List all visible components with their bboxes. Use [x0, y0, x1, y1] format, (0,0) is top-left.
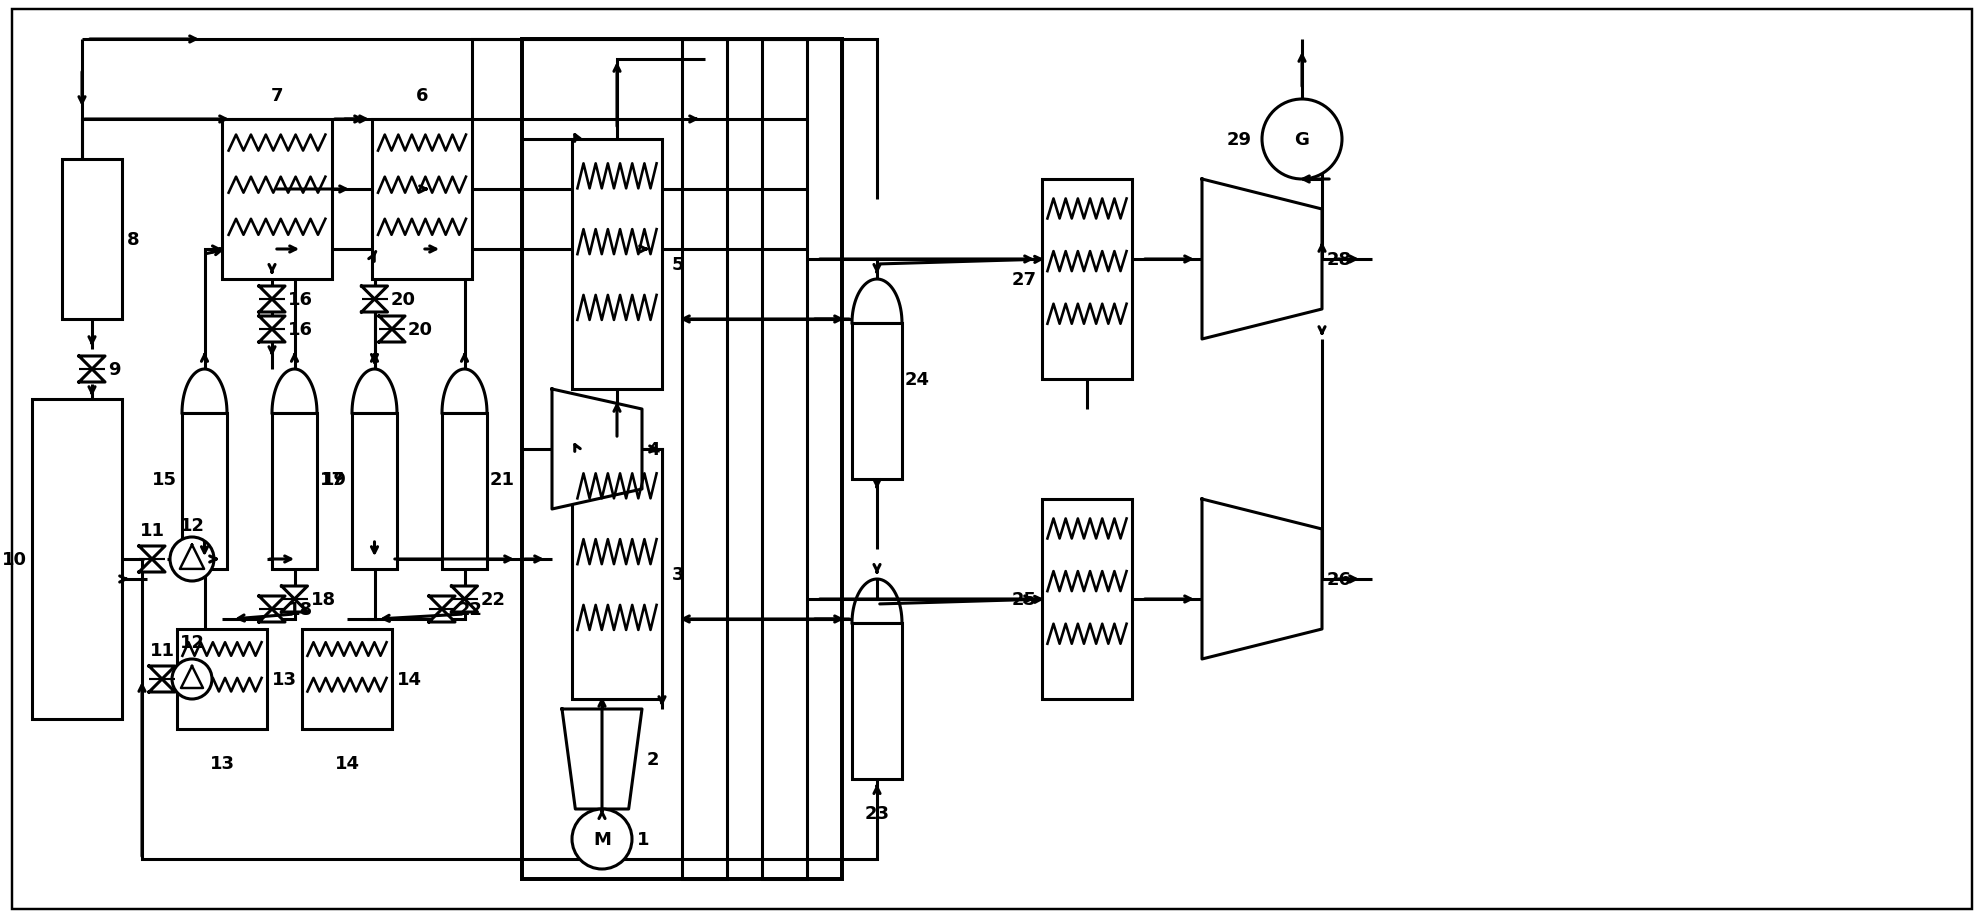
- Bar: [522, 40, 841, 879]
- Bar: [571, 140, 663, 390]
- Bar: [222, 119, 331, 279]
- Text: 20: 20: [409, 321, 433, 338]
- Polygon shape: [452, 586, 478, 599]
- Circle shape: [171, 538, 214, 582]
- Polygon shape: [139, 547, 165, 560]
- Polygon shape: [429, 596, 454, 609]
- Text: 12: 12: [179, 633, 204, 652]
- Text: 8: 8: [127, 231, 139, 249]
- Text: 27: 27: [1012, 271, 1038, 289]
- Polygon shape: [282, 586, 308, 599]
- Text: 21: 21: [490, 471, 516, 489]
- Polygon shape: [1202, 180, 1321, 340]
- Bar: [762, 40, 807, 879]
- Circle shape: [1262, 100, 1341, 180]
- Bar: [1042, 499, 1133, 699]
- Text: 22: 22: [458, 600, 482, 618]
- Text: 3: 3: [673, 565, 684, 584]
- Bar: [851, 623, 903, 779]
- Polygon shape: [361, 287, 387, 300]
- Bar: [177, 630, 268, 729]
- Text: 7: 7: [270, 87, 284, 105]
- Polygon shape: [552, 390, 643, 509]
- Text: 12: 12: [179, 516, 204, 535]
- Bar: [62, 160, 121, 320]
- Polygon shape: [139, 560, 165, 573]
- Bar: [351, 414, 397, 570]
- Bar: [373, 119, 472, 279]
- Text: 24: 24: [905, 370, 930, 389]
- Polygon shape: [260, 317, 286, 330]
- Text: 10: 10: [2, 550, 28, 568]
- Polygon shape: [452, 599, 478, 612]
- Text: 14: 14: [397, 670, 423, 688]
- Polygon shape: [260, 596, 286, 609]
- Bar: [272, 414, 317, 570]
- Text: 17: 17: [319, 471, 345, 489]
- Circle shape: [173, 659, 212, 699]
- Text: 28: 28: [1327, 251, 1353, 268]
- Text: 18: 18: [311, 590, 335, 608]
- Text: 13: 13: [272, 670, 298, 688]
- Bar: [32, 400, 121, 720]
- Text: 16: 16: [288, 290, 313, 309]
- Bar: [302, 630, 393, 729]
- Text: 11: 11: [139, 521, 165, 539]
- Bar: [183, 414, 226, 570]
- Text: 18: 18: [288, 600, 313, 618]
- Text: G: G: [1296, 130, 1309, 149]
- Polygon shape: [260, 330, 286, 343]
- Bar: [682, 40, 726, 879]
- Polygon shape: [361, 300, 387, 312]
- Polygon shape: [260, 300, 286, 312]
- Text: 4: 4: [647, 440, 659, 459]
- Polygon shape: [79, 369, 105, 382]
- Polygon shape: [561, 709, 643, 809]
- Text: 23: 23: [865, 804, 889, 823]
- Polygon shape: [149, 679, 175, 692]
- Text: 1: 1: [637, 830, 649, 848]
- Text: 19: 19: [321, 471, 347, 489]
- Polygon shape: [79, 357, 105, 369]
- Text: 14: 14: [335, 754, 359, 772]
- Text: M: M: [593, 830, 611, 848]
- Bar: [442, 414, 486, 570]
- Polygon shape: [260, 609, 286, 622]
- Text: 22: 22: [480, 590, 506, 608]
- Bar: [1042, 180, 1133, 380]
- Text: 2: 2: [647, 750, 659, 768]
- Text: 5: 5: [673, 255, 684, 274]
- Polygon shape: [1202, 499, 1321, 659]
- Polygon shape: [429, 609, 454, 622]
- Text: 6: 6: [417, 87, 429, 105]
- Polygon shape: [379, 317, 405, 330]
- Text: 11: 11: [149, 641, 175, 659]
- Text: 26: 26: [1327, 571, 1351, 588]
- Polygon shape: [282, 599, 308, 612]
- Text: 16: 16: [288, 321, 313, 338]
- Text: 25: 25: [1012, 590, 1038, 608]
- Circle shape: [571, 809, 633, 869]
- Polygon shape: [260, 287, 286, 300]
- Text: 9: 9: [107, 360, 121, 379]
- Text: 29: 29: [1226, 130, 1252, 149]
- Text: 13: 13: [210, 754, 234, 772]
- Polygon shape: [379, 330, 405, 343]
- Bar: [571, 449, 663, 699]
- Polygon shape: [149, 666, 175, 679]
- Bar: [851, 323, 903, 480]
- Text: 20: 20: [391, 290, 415, 309]
- Text: 15: 15: [153, 471, 177, 489]
